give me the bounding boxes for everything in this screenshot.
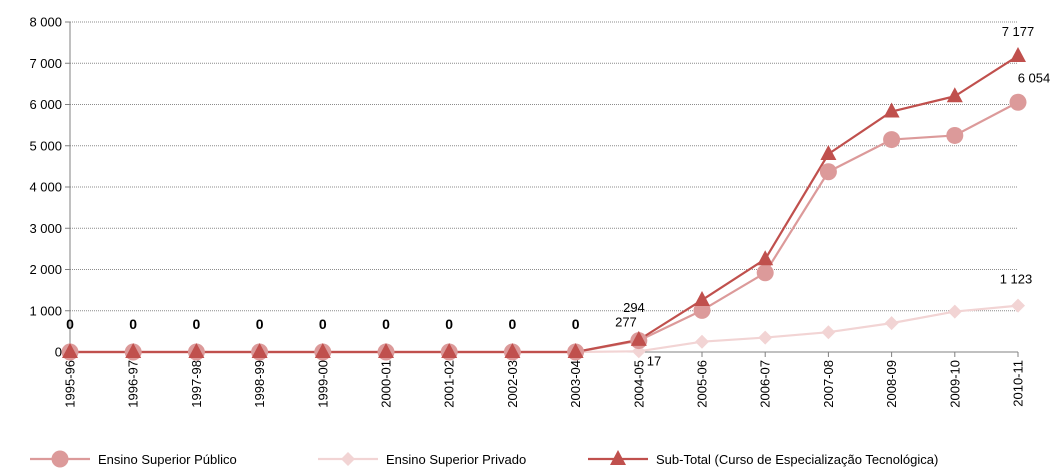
marker-s2-6	[441, 343, 458, 358]
marker-s0-15	[1009, 93, 1027, 111]
series-line-1	[70, 304, 1019, 354]
zero-label-3: 0	[256, 316, 264, 332]
legend-marker-0	[51, 450, 69, 468]
data-label-5: 1 123	[1000, 272, 1033, 287]
x-tick-label-4: 1999-00	[315, 360, 330, 408]
x-tick-label-12: 2007-08	[821, 360, 836, 408]
marker-s1-14	[947, 304, 962, 319]
legend-marker-1	[341, 452, 355, 466]
marker-s2-3	[251, 343, 268, 358]
legend-marker-2	[610, 450, 626, 465]
y-tick-label-4: 4 000	[29, 180, 62, 195]
marker-s1-11	[758, 330, 773, 345]
zero-label-7: 0	[509, 316, 517, 332]
x-tick-label-13: 2008-09	[884, 360, 899, 408]
data-label-0: 277	[615, 315, 637, 330]
x-tick-label-14: 2009-10	[947, 360, 962, 408]
marker-s2-12	[820, 145, 837, 160]
x-tick-label-3: 1998-99	[252, 360, 267, 408]
marker-s2-10	[694, 291, 710, 307]
x-tick-label-0: 1995-96	[63, 360, 78, 408]
x-tick-label-7: 2002-03	[505, 360, 520, 408]
marker-s2-9	[630, 330, 647, 346]
legend-item-2: Sub-Total (Curso de Especialização Tecno…	[588, 450, 938, 467]
marker-s2-1	[125, 343, 142, 358]
marker-s2-7	[504, 343, 521, 358]
marker-s0-10	[693, 301, 711, 319]
marker-s0-13	[883, 131, 901, 149]
x-tick-label-6: 2001-02	[442, 360, 457, 408]
y-tick-label-3: 3 000	[29, 221, 62, 236]
y-tick-label-2: 2 000	[29, 262, 62, 277]
y-tick-label-7: 7 000	[29, 56, 62, 71]
legend-label-0: Ensino Superior Público	[98, 452, 237, 467]
marker-s2-14	[946, 87, 963, 103]
legend-label-1: Ensino Superior Privado	[386, 452, 526, 467]
x-axis: 1995-96 1996-97 1997-98 1998-99 1999-00 2000-…	[63, 351, 1026, 408]
marker-s0-11	[756, 264, 774, 282]
marker-s1-15	[1011, 298, 1025, 313]
marker-s1-10	[695, 334, 709, 349]
zero-label-5: 0	[382, 316, 390, 332]
zero-label-4: 0	[319, 316, 327, 332]
marker-s1-12	[821, 325, 836, 340]
series-line-2	[70, 55, 1019, 354]
x-tick-label-2: 1997-98	[189, 360, 204, 408]
x-tick-label-5: 2000-01	[379, 360, 394, 408]
x-tick-label-9: 2004-05	[631, 360, 646, 408]
y-tick-label-0: 0	[55, 345, 62, 360]
data-label-3: 6 054	[1018, 70, 1051, 85]
marker-s2-8	[567, 343, 584, 358]
marker-s2-15	[1010, 46, 1026, 62]
x-tick-label-11: 2006-07	[758, 360, 773, 408]
series-lines	[70, 55, 1019, 354]
zero-label-6: 0	[445, 316, 453, 332]
y-tick-label-8: 8 000	[29, 15, 62, 30]
marker-s0-14	[946, 126, 964, 144]
zero-label-2: 0	[193, 316, 201, 332]
series-line-0	[70, 101, 1019, 354]
y-tick-label-1: 1 000	[29, 303, 62, 318]
data-label-1: 294	[623, 300, 645, 315]
legend-label-2: Sub-Total (Curso de Especialização Tecno…	[656, 452, 938, 467]
gridlines	[70, 21, 1018, 312]
marker-s1-13	[884, 316, 899, 331]
x-tick-label-15: 2010-11	[1011, 360, 1026, 407]
legend: Ensino Superior Público Ensino Superior P…	[30, 450, 938, 468]
marker-s2-4	[314, 343, 331, 358]
x-tick-label-10: 2005-06	[695, 360, 710, 408]
x-tick-label-8: 2003-04	[568, 360, 583, 408]
legend-item-1: Ensino Superior Privado	[318, 452, 526, 467]
zero-label-0: 0	[66, 316, 74, 332]
marker-s2-2	[188, 343, 205, 358]
marker-s0-12	[819, 163, 837, 181]
marker-s2-0	[62, 343, 78, 358]
marker-s2-13	[883, 102, 900, 118]
legend-item-0: Ensino Superior Público	[30, 450, 237, 468]
series-markers	[61, 46, 1027, 361]
zero-label-1: 0	[129, 316, 137, 332]
x-tick-label-1: 1996-97	[126, 360, 141, 408]
y-axis: 0 1 000 2 000 3 000 4 000 5 000 6 000 7 000 8 00…	[29, 15, 71, 360]
zero-label-8: 0	[572, 316, 580, 332]
y-tick-label-6: 6 000	[29, 97, 62, 112]
data-label-2: 17	[647, 353, 661, 368]
data-label-4: 7 177	[1002, 24, 1035, 39]
marker-s2-11	[757, 250, 774, 266]
marker-s2-5	[378, 343, 394, 358]
y-tick-label-5: 5 000	[29, 138, 62, 153]
